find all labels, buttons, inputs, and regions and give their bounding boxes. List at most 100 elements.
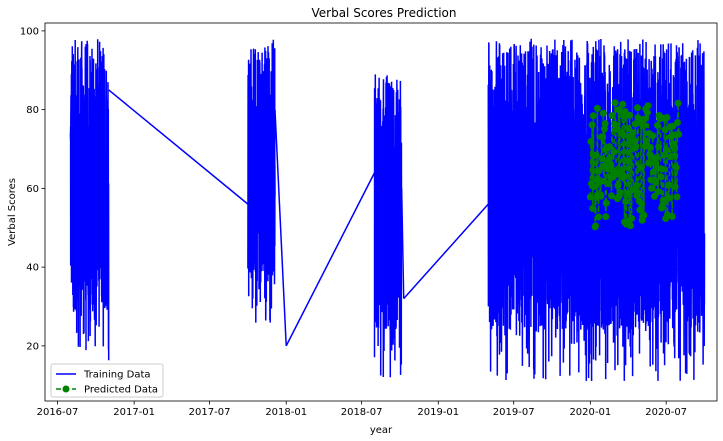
- x-tick-label: 2017-01: [113, 407, 155, 418]
- predicted-data-point: [593, 104, 601, 112]
- legend-predicted-marker: [62, 385, 70, 393]
- predicted-data-point: [662, 146, 670, 154]
- predicted-data-point: [634, 104, 641, 112]
- predicted-data-point: [588, 121, 596, 129]
- x-tick-label: 2018-07: [341, 407, 383, 418]
- predicted-data-point: [646, 143, 654, 151]
- x-tick-label: 2019-01: [417, 407, 459, 418]
- predicted-data-point: [644, 109, 651, 116]
- y-tick-label: 80: [26, 105, 39, 116]
- predicted-data-point: [669, 122, 677, 130]
- predicted-data-point: [672, 164, 680, 171]
- predicted-data-point: [618, 166, 626, 174]
- y-tick-label: 40: [26, 263, 39, 274]
- predicted-data-point: [665, 181, 673, 189]
- predicted-data-point: [654, 188, 662, 196]
- predicted-data-point: [624, 191, 632, 199]
- x-tick-label: 2020-07: [645, 407, 687, 418]
- predicted-data-point: [626, 111, 634, 119]
- chart-title: Verbal Scores Prediction: [311, 6, 456, 20]
- predicted-data-point: [659, 201, 667, 209]
- predicted-data-point: [634, 114, 642, 122]
- predicted-data-point: [592, 222, 600, 230]
- predicted-data-point: [597, 192, 605, 200]
- predicted-data-point: [589, 112, 597, 120]
- predicted-data-point: [630, 137, 638, 144]
- predicted-data-point: [608, 192, 615, 200]
- predicted-data-series: [586, 99, 683, 231]
- predicted-data-point: [660, 151, 668, 159]
- x-axis: 2016-07 2017-01 2017-07 2018-01 2018-07 2019-…: [37, 401, 687, 418]
- plot-frame: [44, 22, 718, 402]
- predicted-data-point: [628, 214, 636, 222]
- predicted-data-point: [612, 125, 620, 133]
- predicted-data-point: [587, 138, 595, 145]
- predicted-data-point: [602, 199, 610, 207]
- predicted-data-point: [622, 198, 630, 206]
- predicted-data-point: [639, 122, 647, 130]
- predicted-data-point: [623, 157, 631, 165]
- predicted-data-point: [595, 213, 603, 221]
- x-tick-label: 2020-01: [569, 407, 611, 418]
- predicted-data-point: [616, 189, 624, 197]
- legend-predicted-label: Predicted Data: [84, 385, 158, 396]
- predicted-data-point: [592, 151, 600, 159]
- predicted-data-point: [655, 143, 663, 151]
- predicted-data-point: [606, 160, 614, 168]
- predicted-data-point: [671, 183, 679, 191]
- predicted-data-point: [638, 200, 646, 208]
- training-bridge-line: [108, 89, 249, 205]
- predicted-data-point: [670, 140, 678, 148]
- legend-training-label: Training Data: [83, 370, 151, 381]
- x-tick-label: 2017-07: [189, 407, 231, 418]
- predicted-data-point: [665, 194, 673, 202]
- predicted-data-point: [644, 102, 652, 110]
- predicted-data-point: [598, 155, 606, 163]
- predicted-data-point: [652, 179, 660, 186]
- predicted-data-point: [674, 99, 682, 107]
- x-axis-title: year: [370, 425, 393, 436]
- y-axis: 20 40 60 80 100: [20, 26, 45, 352]
- predicted-data-point: [649, 132, 657, 140]
- predicted-data-point: [641, 115, 648, 123]
- predicted-data-point: [673, 193, 681, 201]
- predicted-data-point: [598, 133, 605, 141]
- predicted-data-point: [674, 119, 681, 126]
- plot-area: [69, 38, 706, 382]
- predicted-data-point: [589, 204, 597, 212]
- predicted-data-point: [653, 154, 661, 161]
- y-tick-label: 60: [26, 184, 39, 195]
- predicted-data-point: [590, 183, 598, 191]
- predicted-data-point: [606, 154, 614, 162]
- predicted-data-point: [601, 125, 608, 133]
- predicted-data-point: [631, 120, 639, 128]
- predicted-data-point: [619, 100, 627, 108]
- training-bridge-line: [403, 203, 489, 300]
- predicted-data-point: [610, 148, 618, 156]
- training-data-line: [247, 39, 276, 323]
- y-axis-title: Verbal Scores: [7, 178, 18, 246]
- predicted-data-point: [632, 181, 640, 189]
- training-data-line: [69, 39, 110, 361]
- predicted-data-point: [671, 152, 678, 160]
- y-tick-label: 100: [20, 26, 39, 37]
- predicted-data-point: [636, 206, 644, 214]
- predicted-data-point: [652, 163, 660, 171]
- predicted-data-point: [618, 129, 626, 137]
- predicted-data-point: [645, 159, 653, 167]
- predicted-data-point: [675, 130, 683, 138]
- predicted-data-point: [614, 182, 622, 190]
- training-data-line: [373, 74, 403, 378]
- predicted-data-point: [663, 114, 671, 121]
- predicted-data-point: [605, 180, 613, 188]
- predicted-data-point: [601, 120, 609, 128]
- predicted-data-point: [611, 120, 618, 128]
- predicted-data-point: [640, 211, 648, 219]
- predicted-data-point: [636, 164, 644, 171]
- legend-box: [50, 363, 164, 398]
- predicted-data-point: [602, 213, 610, 221]
- x-tick-label: 2018-01: [265, 407, 307, 418]
- predicted-data-point: [619, 174, 627, 182]
- predicted-data-point: [605, 143, 613, 151]
